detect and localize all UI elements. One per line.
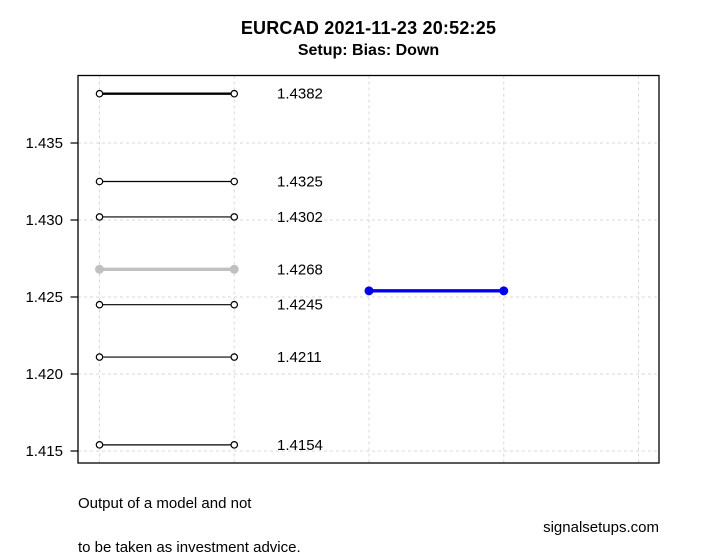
level-marker [95, 264, 104, 274]
disclaimer-line-2: to be taken as investment advice. [78, 539, 301, 556]
chart-title: EURCAD 2021-11-23 20:52:25 [240, 18, 497, 38]
plot-border [77, 74, 660, 464]
level-marker [95, 89, 104, 98]
level-marker [95, 177, 104, 186]
level-price-label: 1.4268 [277, 261, 323, 278]
level-price-label: 1.4325 [277, 174, 323, 191]
disclaimer-line-1: Output of a model and not [78, 495, 252, 512]
signal-marker [364, 286, 374, 296]
level-marker [95, 213, 104, 221]
level-marker [230, 353, 239, 361]
level-marker [230, 213, 239, 221]
disclaimer-text: Output of a model and not to be taken as… [78, 493, 301, 559]
signal-marker [499, 286, 509, 296]
level-marker [95, 300, 104, 309]
y-axis-tick-label: 1.430 [25, 212, 63, 229]
chart-subtitle: Setup: Bias: Down [297, 42, 440, 59]
website-text: signalsetups.com [543, 519, 659, 536]
level-price-label: 1.4211 [277, 349, 322, 366]
level-marker [230, 177, 239, 186]
y-axis-tick-label: 1.415 [25, 443, 63, 460]
level-marker [95, 441, 104, 449]
y-axis-tick-label: 1.420 [25, 366, 63, 383]
level-marker [229, 264, 239, 274]
y-axis-tick-label: 1.425 [25, 289, 63, 306]
level-marker [230, 89, 239, 98]
level-price-label: 1.4382 [277, 86, 323, 103]
level-marker [95, 353, 104, 361]
level-marker [230, 441, 239, 449]
level-marker [230, 300, 239, 309]
level-price-label: 1.4245 [277, 297, 323, 314]
level-price-label: 1.4154 [277, 437, 323, 454]
y-axis-tick-label: 1.435 [25, 135, 63, 152]
level-price-label: 1.4302 [277, 209, 323, 226]
